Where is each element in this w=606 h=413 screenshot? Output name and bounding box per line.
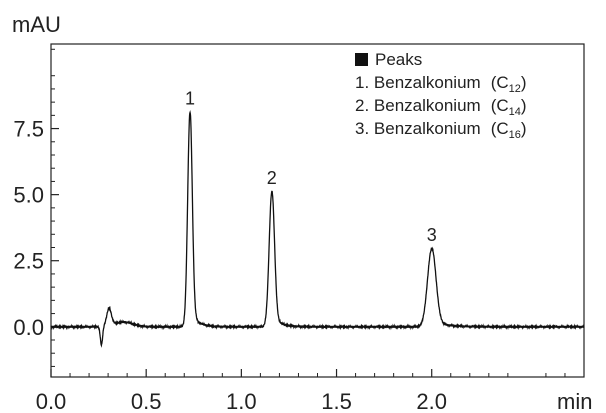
legend-item-1: 1. Benzalkonium (C12) — [355, 73, 527, 95]
x-tick-label: 1.5 — [321, 389, 352, 413]
legend-item-2: 2. Benzalkonium (C14) — [355, 96, 527, 118]
y-tick-label: 5.0 — [13, 183, 44, 208]
y-axis-unit: mAU — [12, 12, 61, 37]
legend-square-icon — [355, 53, 368, 66]
peak-label-1: 1 — [185, 89, 195, 109]
axis-ticks: 0.0 0.5 1.0 1.5 2.0 0.0 2.5 5.0 7.5 — [13, 48, 566, 413]
legend-item-3: 3. Benzalkonium (C16) — [355, 119, 527, 141]
x-tick-label: 0.5 — [131, 389, 162, 413]
peak-label-2: 2 — [267, 168, 277, 188]
peak-label-3: 3 — [427, 225, 437, 245]
y-tick-label: 0.0 — [13, 315, 44, 340]
legend: Peaks 1. Benzalkonium (C12) 2. Benzalkoni… — [355, 50, 527, 141]
y-tick-label: 2.5 — [13, 249, 44, 274]
x-tick-label: 2.0 — [416, 389, 447, 413]
peak-labels: 1 2 3 — [185, 89, 437, 245]
x-tick-label: 0.0 — [36, 389, 67, 413]
legend-title: Peaks — [375, 50, 422, 69]
x-axis-unit: min — [557, 389, 592, 413]
chromatogram-trace — [50, 110, 585, 348]
x-tick-label: 1.0 — [226, 389, 257, 413]
y-tick-label: 7.5 — [13, 117, 44, 142]
